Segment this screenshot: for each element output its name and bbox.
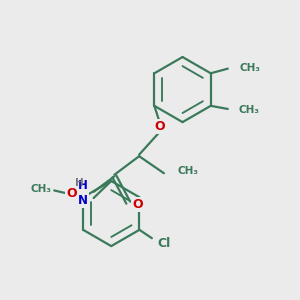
Text: CH₃: CH₃ (30, 184, 51, 194)
Text: H
N: H N (78, 179, 88, 207)
Text: O: O (132, 198, 142, 211)
Text: H: H (75, 178, 84, 188)
Text: CH₃: CH₃ (178, 166, 199, 176)
Text: Cl: Cl (157, 237, 170, 250)
Text: CH₃: CH₃ (238, 105, 260, 115)
Text: O: O (66, 187, 76, 200)
Text: O: O (154, 120, 165, 133)
Text: CH₃: CH₃ (240, 63, 261, 73)
